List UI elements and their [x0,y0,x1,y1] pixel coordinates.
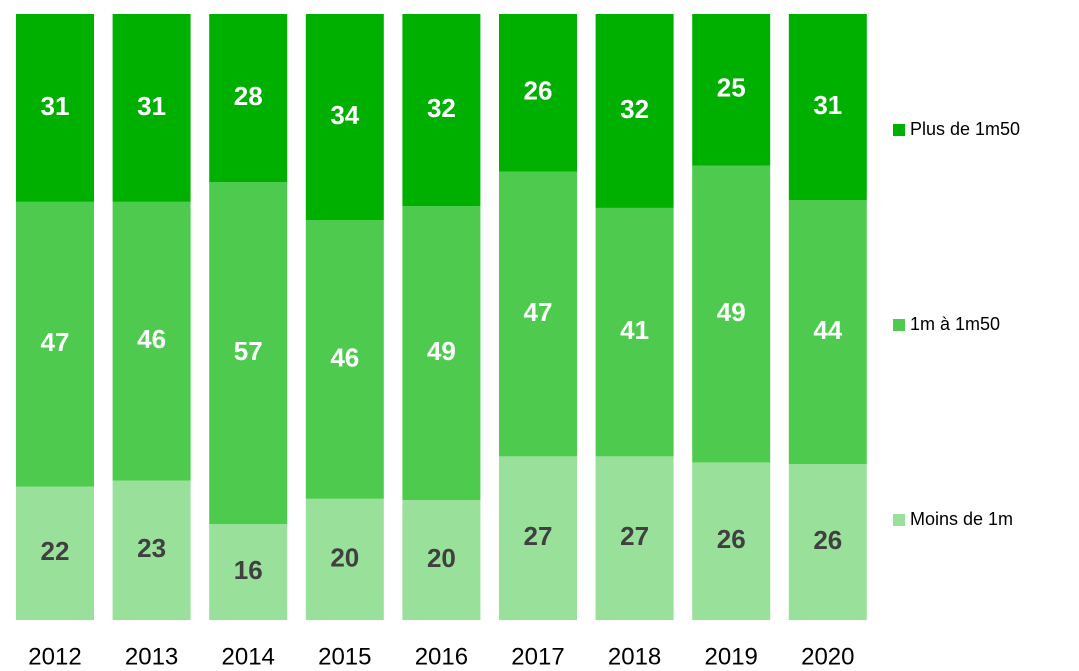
bar-segment [112,201,191,481]
legend-swatch [893,514,905,526]
data-label: 28 [234,81,263,111]
bar-segment [499,14,577,172]
x-tick-label: 2012 [28,643,81,670]
data-label: 31 [813,90,842,120]
bar-segment [305,498,384,620]
bar-segment [788,200,867,464]
legend-label: Moins de 1m [910,509,1013,529]
data-label: 26 [717,524,746,554]
data-label: 27 [524,521,553,551]
data-label: 49 [717,297,746,327]
data-label: 20 [330,542,359,572]
bar-segment [402,206,481,500]
bar-segment [595,14,674,208]
data-label: 31 [137,91,166,121]
x-tick-label: 2020 [801,643,854,670]
data-label: 47 [524,297,553,327]
bar-segment [16,201,94,487]
bar-segment [16,14,94,202]
data-label: 27 [620,521,649,551]
legend-swatch [893,124,905,136]
data-label: 34 [330,100,359,130]
data-label: 46 [137,324,166,354]
bar-segment [788,464,867,620]
x-tick-label: 2017 [511,643,564,670]
data-label: 46 [330,342,359,372]
bar-segment [499,456,577,620]
data-label: 26 [813,525,842,555]
data-label: 25 [717,73,746,103]
bar-segment [209,524,288,620]
data-label: 31 [41,91,70,121]
bar-segment [402,500,481,620]
legend-swatch [893,319,905,331]
bar-segment [112,14,191,202]
bar-segment [692,14,771,166]
bar-segment [305,14,384,221]
bar-segment [402,14,481,206]
bar-segment [499,171,577,457]
data-label: 23 [137,533,166,563]
data-label: 57 [234,336,263,366]
data-label: 32 [620,94,649,124]
data-label: 49 [427,336,456,366]
bar-segment [305,220,384,499]
legend-label: Plus de 1m50 [910,119,1020,139]
bar-segment [692,165,771,463]
bar-segment [595,207,674,457]
bar-segment [692,462,771,620]
data-label: 32 [427,93,456,123]
data-label: 44 [813,315,842,345]
bar-segment [209,14,288,182]
data-label: 16 [234,555,263,585]
data-label: 41 [620,315,649,345]
bar-segment [16,486,94,620]
x-tick-label: 2014 [222,643,275,670]
x-tick-label: 2016 [415,643,468,670]
bar-segment [209,182,288,524]
x-tick-label: 2018 [608,643,661,670]
bar-segment [595,456,674,620]
data-label: 26 [524,76,553,106]
bar-segment [112,480,191,620]
data-label: 47 [41,327,70,357]
x-tick-label: 2013 [125,643,178,670]
x-tick-label: 2019 [705,643,758,670]
data-label: 20 [427,543,456,573]
data-label: 22 [41,536,70,566]
legend-label: 1m à 1m50 [910,314,1000,334]
bar-segment [788,14,867,200]
x-tick-label: 2015 [318,643,371,670]
